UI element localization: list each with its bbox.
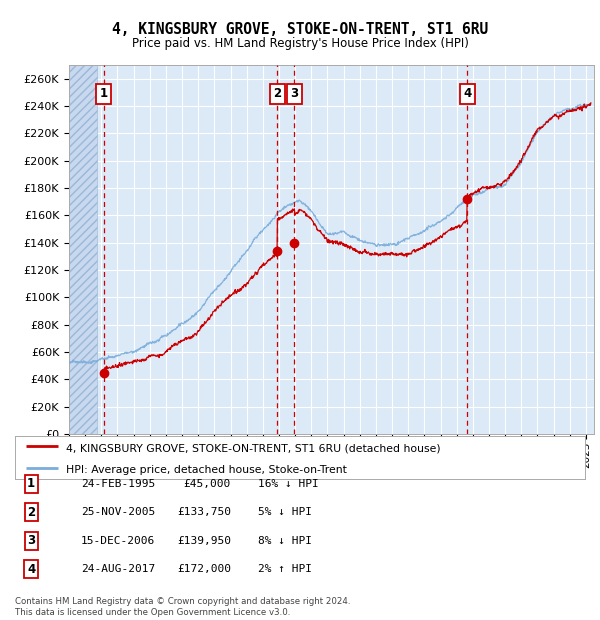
- Text: 25-NOV-2005: 25-NOV-2005: [81, 507, 155, 517]
- Text: 1: 1: [27, 477, 35, 490]
- Text: HPI: Average price, detached house, Stoke-on-Trent: HPI: Average price, detached house, Stok…: [66, 465, 347, 475]
- Text: 2% ↑ HPI: 2% ↑ HPI: [258, 564, 312, 574]
- Text: 2: 2: [27, 506, 35, 518]
- Bar: [69, 65, 97, 434]
- Text: 15-DEC-2006: 15-DEC-2006: [81, 536, 155, 546]
- Text: Contains HM Land Registry data © Crown copyright and database right 2024.
This d: Contains HM Land Registry data © Crown c…: [15, 598, 350, 617]
- Text: Price paid vs. HM Land Registry's House Price Index (HPI): Price paid vs. HM Land Registry's House …: [131, 37, 469, 50]
- Text: 8% ↓ HPI: 8% ↓ HPI: [258, 536, 312, 546]
- Text: 5% ↓ HPI: 5% ↓ HPI: [258, 507, 312, 517]
- Text: 2: 2: [274, 87, 281, 100]
- Text: 1: 1: [100, 87, 108, 100]
- Text: 4, KINGSBURY GROVE, STOKE-ON-TRENT, ST1 6RU: 4, KINGSBURY GROVE, STOKE-ON-TRENT, ST1 …: [112, 22, 488, 37]
- Text: £172,000: £172,000: [177, 564, 231, 574]
- Text: £133,750: £133,750: [177, 507, 231, 517]
- Text: 24-AUG-2017: 24-AUG-2017: [81, 564, 155, 574]
- Text: 24-FEB-1995: 24-FEB-1995: [81, 479, 155, 489]
- Text: 3: 3: [27, 534, 35, 547]
- Text: 4: 4: [463, 87, 471, 100]
- Text: 16% ↓ HPI: 16% ↓ HPI: [258, 479, 319, 489]
- Text: £139,950: £139,950: [177, 536, 231, 546]
- Text: 4: 4: [27, 563, 35, 575]
- Text: £45,000: £45,000: [184, 479, 231, 489]
- Text: 3: 3: [290, 87, 298, 100]
- Text: 4, KINGSBURY GROVE, STOKE-ON-TRENT, ST1 6RU (detached house): 4, KINGSBURY GROVE, STOKE-ON-TRENT, ST1 …: [66, 443, 441, 453]
